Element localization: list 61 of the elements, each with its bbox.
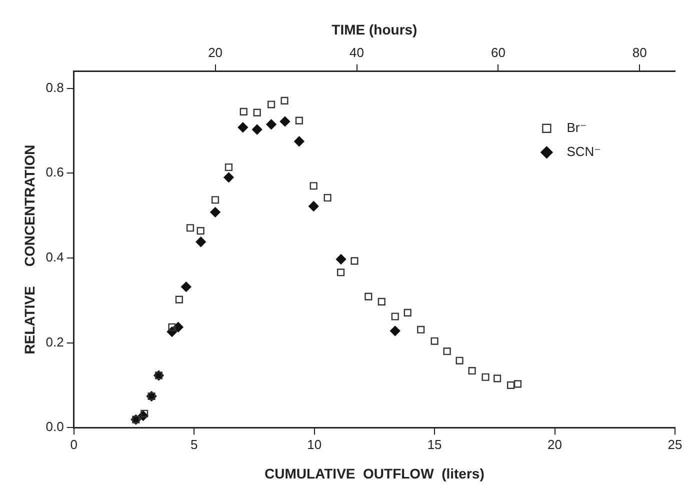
legend-label: SCN⁻ <box>566 144 602 159</box>
x2-tick-label: 80 <box>632 45 647 60</box>
x-tick-label: 0 <box>70 436 78 452</box>
y-tick-label: 0.8 <box>46 80 64 95</box>
point <box>336 268 345 276</box>
point <box>310 182 318 190</box>
point <box>252 124 262 135</box>
y-tick-label: 0.0 <box>46 419 64 434</box>
point <box>280 96 288 104</box>
x-tick-label: 25 <box>668 436 682 452</box>
legend-label: Br⁻ <box>566 120 587 135</box>
point <box>390 326 400 336</box>
point <box>186 224 194 232</box>
point <box>240 108 248 116</box>
point <box>168 323 176 331</box>
point <box>404 308 412 316</box>
x-tick-label: 10 <box>307 436 322 452</box>
point <box>253 108 261 116</box>
point <box>482 373 490 381</box>
point <box>324 194 332 202</box>
point <box>443 347 451 356</box>
point <box>181 282 192 292</box>
point <box>175 296 183 304</box>
point <box>378 298 386 306</box>
y-tick-label: 0.2 <box>46 334 64 350</box>
x2-tick-label: 60 <box>490 45 506 60</box>
point <box>456 356 464 364</box>
point <box>196 236 206 247</box>
point <box>295 116 303 124</box>
x-tick-label: 15 <box>427 436 442 452</box>
point <box>224 163 233 172</box>
point <box>514 380 522 388</box>
point <box>211 196 220 204</box>
y-tick-label: 0.6 <box>46 164 64 180</box>
point <box>266 119 276 130</box>
point <box>196 227 204 235</box>
x2-axis-title: TIME (hours) <box>332 21 418 38</box>
point <box>308 201 319 212</box>
point <box>494 374 502 382</box>
point <box>294 136 304 146</box>
x-tick-label: 5 <box>190 436 198 452</box>
point <box>268 100 276 108</box>
point <box>336 254 346 264</box>
y-tick-label: 0.4 <box>46 250 64 265</box>
x2-tick-label: 40 <box>350 45 364 60</box>
point <box>391 312 399 320</box>
point <box>430 337 438 345</box>
point <box>140 410 148 418</box>
x-tick-label: 20 <box>548 436 562 452</box>
x-axis-title: CUMULATIVE OUTFLOW (liters) <box>264 465 484 482</box>
point <box>506 381 515 389</box>
point <box>224 172 234 183</box>
point <box>210 207 220 218</box>
y-axis-title: RELATIVE CONCENTRATION <box>21 144 38 354</box>
point <box>417 326 425 334</box>
point <box>280 116 290 127</box>
point <box>364 292 372 300</box>
point <box>350 257 358 265</box>
point <box>468 366 476 375</box>
x2-tick-label: 20 <box>208 45 223 60</box>
point <box>238 122 248 132</box>
